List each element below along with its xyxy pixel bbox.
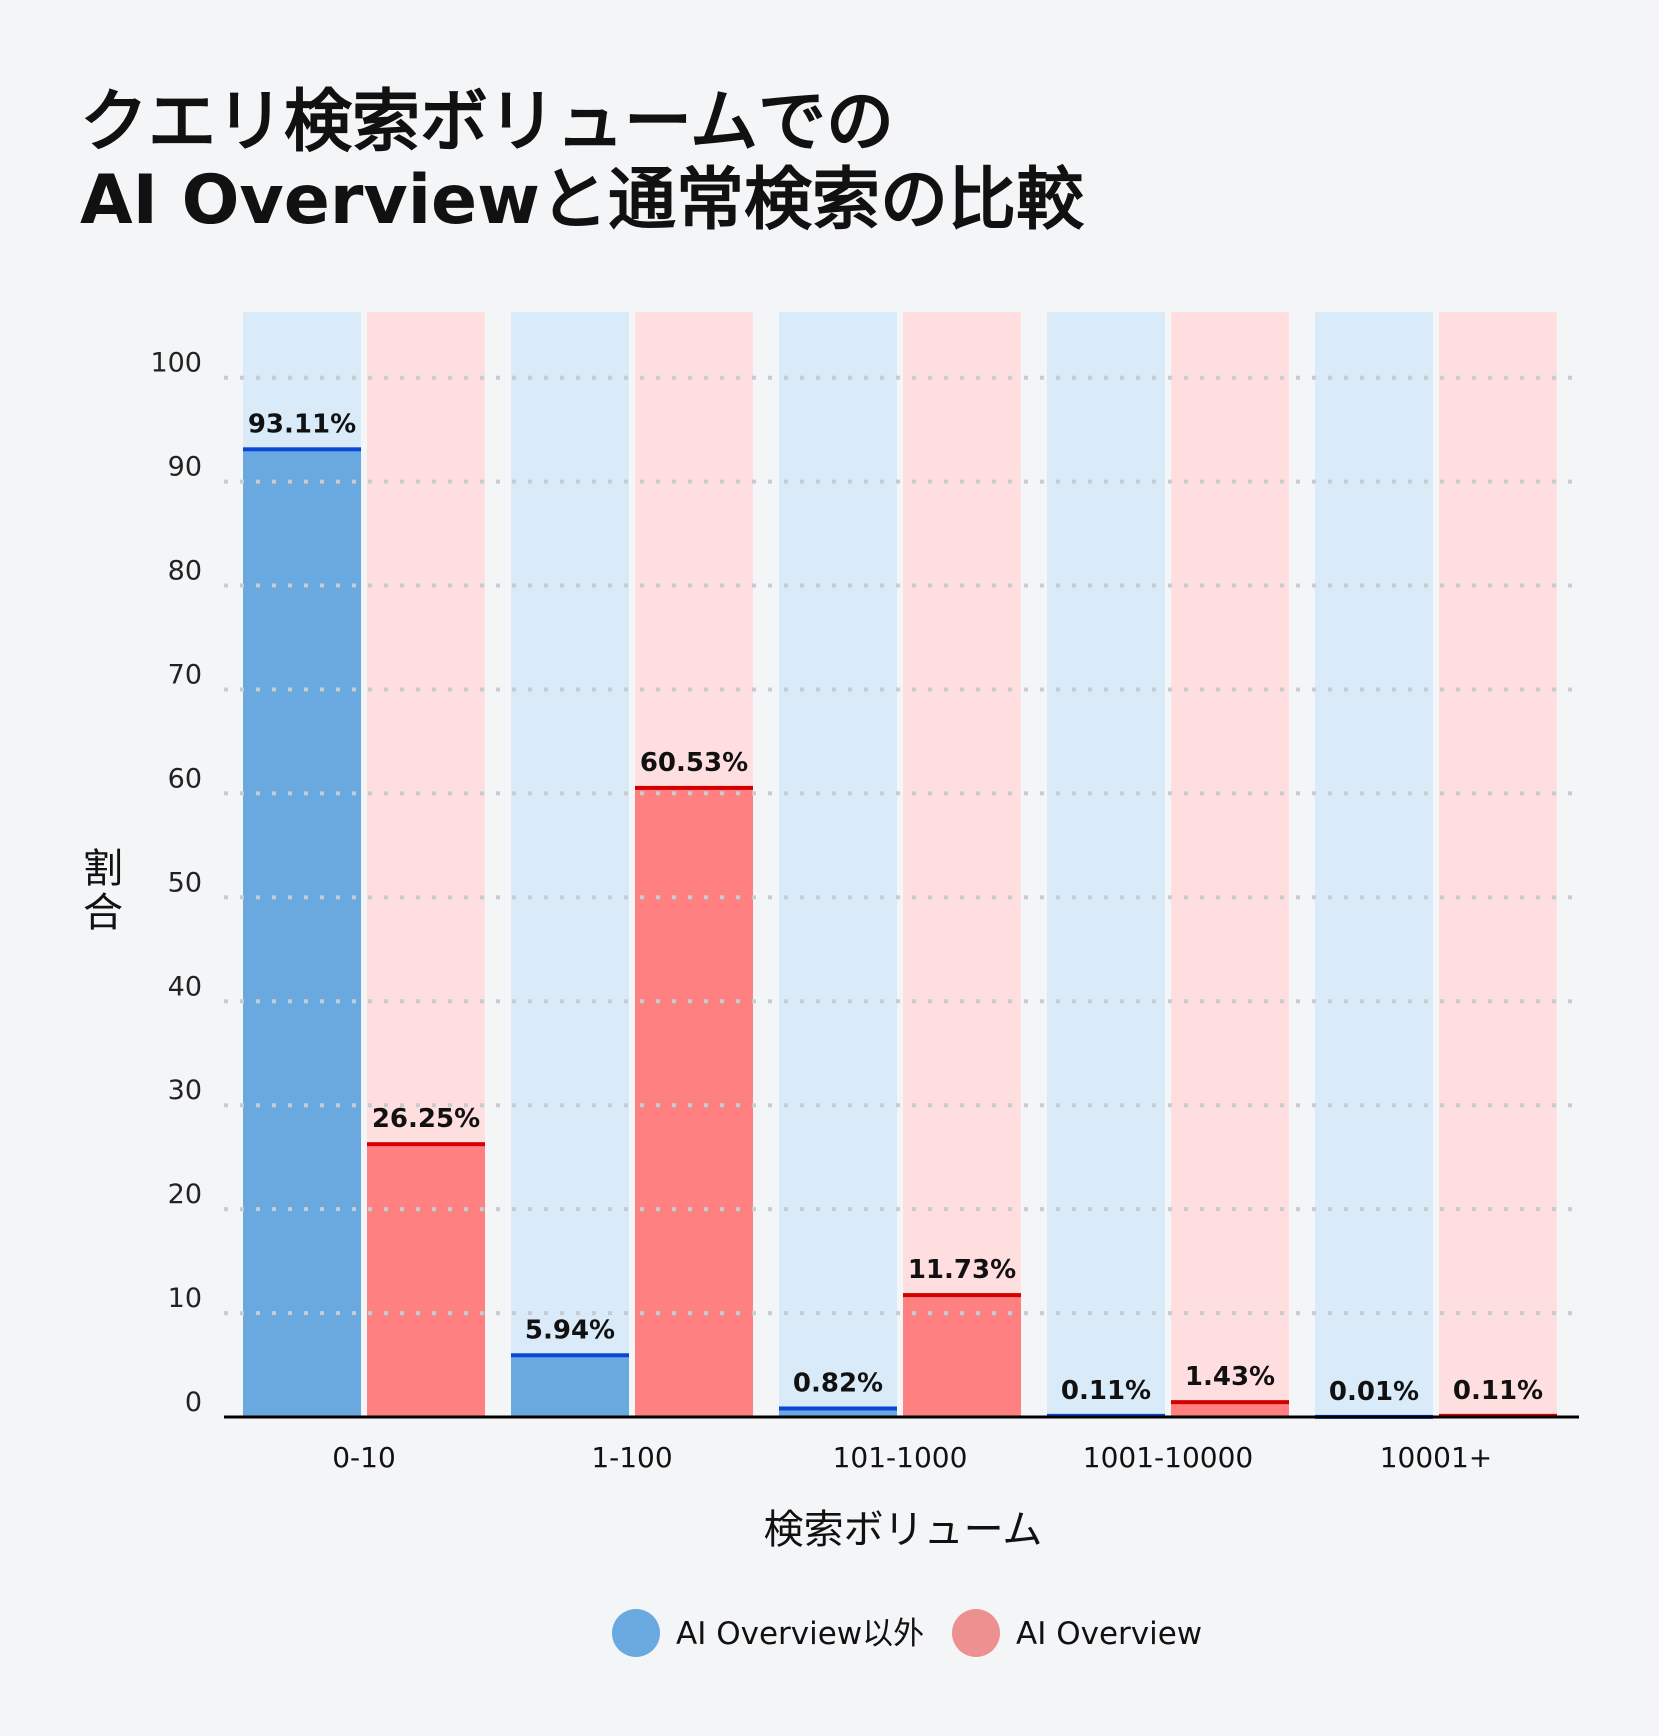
data-label: 26.25%	[372, 1104, 480, 1134]
y-axis-title-char: 割	[83, 846, 123, 892]
x-tick-label: 101-1000	[833, 1441, 968, 1474]
data-label: 5.94%	[525, 1315, 615, 1345]
data-label: 93.11%	[248, 409, 356, 439]
legend-marker	[952, 1609, 1000, 1657]
x-tick-label: 1001-10000	[1083, 1441, 1253, 1474]
y-axis-title-char: 合	[83, 890, 123, 936]
bar-background	[511, 312, 629, 1417]
chart-title-line-2: AI Overviewと通常検索の比較	[80, 161, 1085, 240]
data-label: 0.11%	[1061, 1376, 1151, 1406]
y-tick-label: 20	[168, 1179, 202, 1210]
y-tick-label: 0	[185, 1387, 202, 1418]
bar-top-line	[367, 1142, 485, 1147]
bar-top-line	[635, 785, 753, 790]
y-tick-label: 40	[168, 971, 202, 1002]
legend-label: AI Overview以外	[676, 1616, 924, 1652]
chart-title-line-1: クエリ検索ボリュームでの	[80, 83, 894, 162]
bar-top-line	[1171, 1400, 1289, 1405]
data-label: 0.82%	[793, 1368, 883, 1398]
bar	[1171, 1402, 1289, 1417]
bar-top-line	[243, 447, 361, 452]
bar-background	[1171, 312, 1289, 1417]
x-tick-label: 10001+	[1380, 1441, 1493, 1474]
bar	[243, 449, 361, 1418]
data-label: 1.43%	[1185, 1362, 1275, 1392]
bar-background	[779, 312, 897, 1417]
data-label: 0.01%	[1329, 1377, 1419, 1407]
y-tick-label: 60	[168, 763, 202, 794]
bar	[367, 1144, 485, 1417]
y-tick-label: 90	[168, 452, 202, 483]
data-label: 0.11%	[1453, 1376, 1543, 1406]
y-tick-label: 80	[168, 556, 202, 587]
data-label: 60.53%	[640, 748, 748, 778]
bar	[635, 787, 753, 1417]
legend: AI Overview以外 AI Overview	[612, 1609, 1202, 1657]
bar-background	[1047, 312, 1165, 1417]
y-tick-label: 30	[168, 1075, 202, 1106]
bar	[903, 1295, 1021, 1417]
bar-top-line	[903, 1293, 1021, 1298]
x-tick-label: 1-100	[591, 1441, 672, 1474]
x-tick-label: 0-10	[332, 1441, 396, 1474]
y-tick-label: 10	[168, 1283, 202, 1314]
bar-top-line	[779, 1406, 897, 1411]
bar-top-line	[511, 1353, 629, 1358]
bar-background	[903, 312, 1021, 1417]
bar	[779, 1408, 897, 1417]
bar	[511, 1355, 629, 1417]
legend-label: AI Overview	[1016, 1616, 1202, 1652]
y-tick-label: 70	[168, 659, 202, 690]
y-tick-label: 50	[168, 867, 202, 898]
x-axis-title: 検索ボリューム	[764, 1507, 1043, 1553]
y-axis-title: 割合	[83, 846, 123, 936]
y-tick-label: 100	[150, 348, 202, 379]
data-label: 11.73%	[908, 1255, 1016, 1285]
bar-background	[1439, 312, 1557, 1417]
legend-marker	[612, 1609, 660, 1657]
bar-background	[1315, 312, 1433, 1417]
